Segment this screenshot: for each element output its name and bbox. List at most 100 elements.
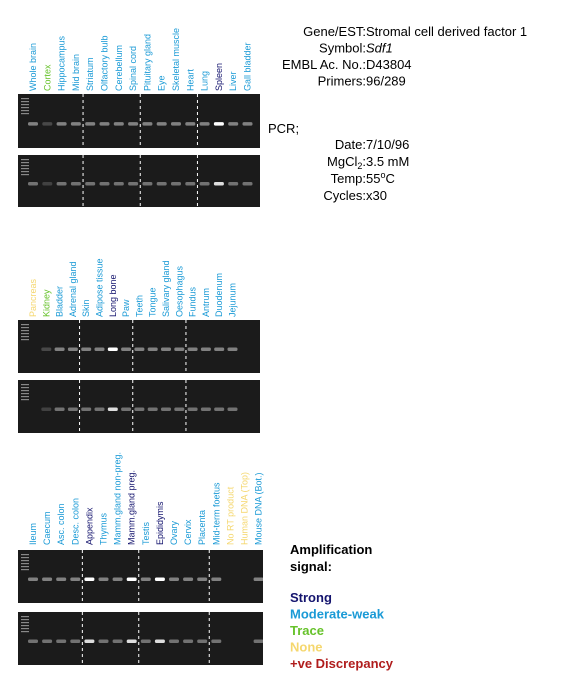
gel-band: [169, 577, 179, 582]
info-value-main: 96/289: [366, 74, 406, 89]
gel-band: [242, 122, 253, 126]
ladder: [21, 165, 29, 167]
gel-band: [67, 347, 78, 352]
gel-band: [228, 182, 239, 186]
gel-band: [156, 182, 167, 186]
ladder: [21, 336, 29, 338]
info-value-main: 3.5 mM: [366, 154, 409, 169]
gel-band: [67, 407, 78, 412]
gel-band: [121, 407, 132, 412]
legend-title: Amplification: [290, 542, 372, 557]
info-key: Temp:: [331, 171, 366, 186]
lane-label: Whole brain: [28, 43, 38, 91]
lane-label: Antrum: [201, 288, 211, 317]
info-value: D43804: [366, 57, 412, 72]
lane-label: Mamm.gland preg.: [127, 470, 137, 545]
lane-label: Cervix: [183, 519, 193, 545]
gel-band: [197, 577, 208, 582]
gel-band: [183, 639, 194, 644]
gel-band: [84, 577, 95, 582]
gel-band: [94, 407, 105, 412]
info-row: MgCl2:: [327, 154, 366, 171]
gel: [18, 320, 260, 373]
pcr-label: PCR;: [268, 121, 299, 136]
lane-label: Testis: [141, 521, 151, 545]
gel-band: [28, 639, 38, 644]
lane-label: Jejunum: [228, 283, 238, 317]
info-key: Gene/EST:: [303, 24, 366, 39]
gel-band: [187, 347, 198, 352]
legend-item: None: [290, 640, 323, 655]
lane-label: Eye: [157, 75, 167, 91]
gel-band: [56, 122, 67, 126]
ladder: [21, 384, 29, 386]
lane-label: Adipose tissue: [95, 258, 105, 317]
lane-label: Fundus: [188, 286, 198, 317]
gel-band: [28, 577, 38, 582]
legend-item: Strong: [290, 590, 332, 605]
gel-band: [171, 122, 181, 126]
info-key: Primers:: [318, 74, 366, 89]
gel-band: [70, 639, 81, 644]
info-value: x30: [366, 188, 387, 203]
info-value: Sdf1: [366, 41, 393, 56]
ladder: [21, 101, 29, 103]
info-row: Cycles:: [323, 188, 366, 203]
ladder: [21, 330, 29, 332]
gel-band: [227, 347, 238, 352]
gel-band: [107, 347, 118, 352]
info-value: 55oC: [366, 170, 395, 186]
lane-label: Placenta: [197, 510, 207, 545]
info-row: Gene/EST:: [303, 24, 366, 39]
ladder: [21, 631, 29, 633]
gel-band: [140, 639, 151, 644]
legend-item: +ve Discrepancy: [290, 656, 394, 671]
info-key: EMBL Ac. No.:: [282, 57, 366, 72]
lane-label: Lung: [200, 71, 210, 91]
info-row: Symbol:: [319, 41, 366, 56]
lane-label: Tongue: [148, 287, 158, 317]
lane-label: Epididymis: [155, 501, 165, 545]
lane-label: Adrenal gland: [68, 261, 78, 317]
ladder: [21, 159, 29, 161]
gel-band: [134, 347, 145, 352]
ladder: [21, 628, 29, 630]
gel-band: [227, 407, 238, 412]
info-value-sup: o: [380, 170, 385, 180]
gel-band: [81, 347, 92, 352]
ladder: [21, 98, 29, 100]
gel-band: [94, 347, 105, 352]
info-value-main: Stromal cell derived factor 1: [366, 24, 527, 39]
gel-band: [185, 122, 196, 126]
legend-item: Trace: [290, 623, 324, 638]
lane-label: Bladder: [55, 286, 65, 317]
info-key-end: :: [362, 154, 366, 169]
gel-band: [112, 639, 123, 644]
gel-band: [213, 122, 224, 126]
gel-band: [154, 577, 165, 582]
gel-band: [99, 182, 110, 186]
gel-band: [169, 639, 179, 644]
gel-band: [128, 122, 139, 126]
lane-label: Ileum: [28, 523, 38, 545]
lane-label: Oesophagus: [174, 265, 184, 317]
gel-band: [185, 182, 196, 186]
gel-band: [113, 182, 124, 186]
ladder: [21, 566, 29, 568]
info-key: Date:: [335, 137, 366, 152]
info-value: Stromal cell derived factor 1: [366, 24, 527, 39]
info-value-end: C: [385, 171, 394, 186]
lane-label: Asc. colon: [56, 503, 66, 545]
gel-band: [56, 639, 67, 644]
gel: [18, 155, 260, 207]
info-value-main: x30: [366, 188, 387, 203]
gel-band: [41, 347, 52, 352]
lane-label: Caecum: [42, 511, 52, 545]
gel-band: [228, 122, 239, 126]
gel: [18, 380, 260, 433]
gel-band: [147, 407, 158, 412]
gel-band: [253, 639, 264, 644]
ladder: [21, 557, 29, 559]
ladder: [21, 333, 29, 335]
